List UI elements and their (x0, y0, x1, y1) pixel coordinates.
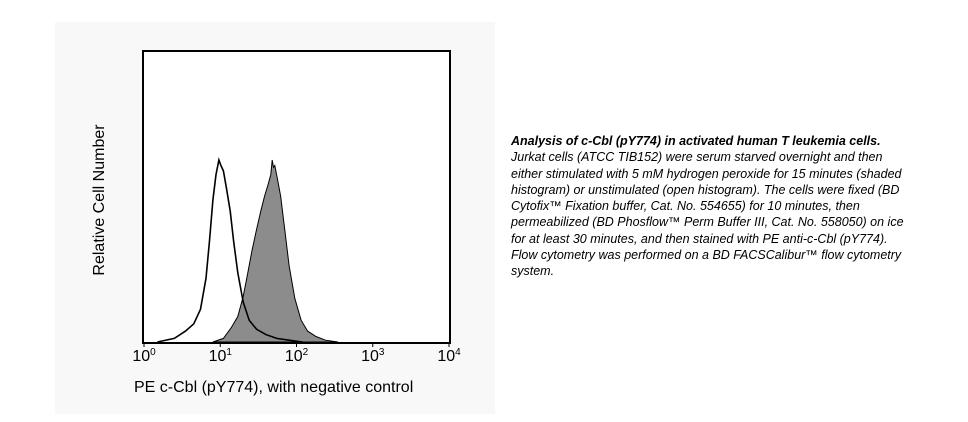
open-histogram (157, 157, 303, 343)
x-tick-label: 101 (208, 347, 232, 365)
x-tick-label: 102 (284, 347, 309, 365)
x-axis-label: PE c-Cbl (pY774), with negative control (134, 379, 414, 396)
x-tick-label: 103 (361, 347, 385, 365)
caption-body: Jurkat cells (ATCC TIB152) were serum st… (511, 150, 904, 279)
x-tick-label: 100 (132, 347, 156, 365)
caption-title: Analysis of c-Cbl (pY774) in activated h… (511, 134, 881, 148)
shaded-histogram (212, 159, 339, 343)
figure-caption: Analysis of c-Cbl (pY774) in activated h… (511, 133, 911, 280)
plot-frame (142, 50, 451, 344)
x-tick-label: 104 (437, 347, 461, 365)
